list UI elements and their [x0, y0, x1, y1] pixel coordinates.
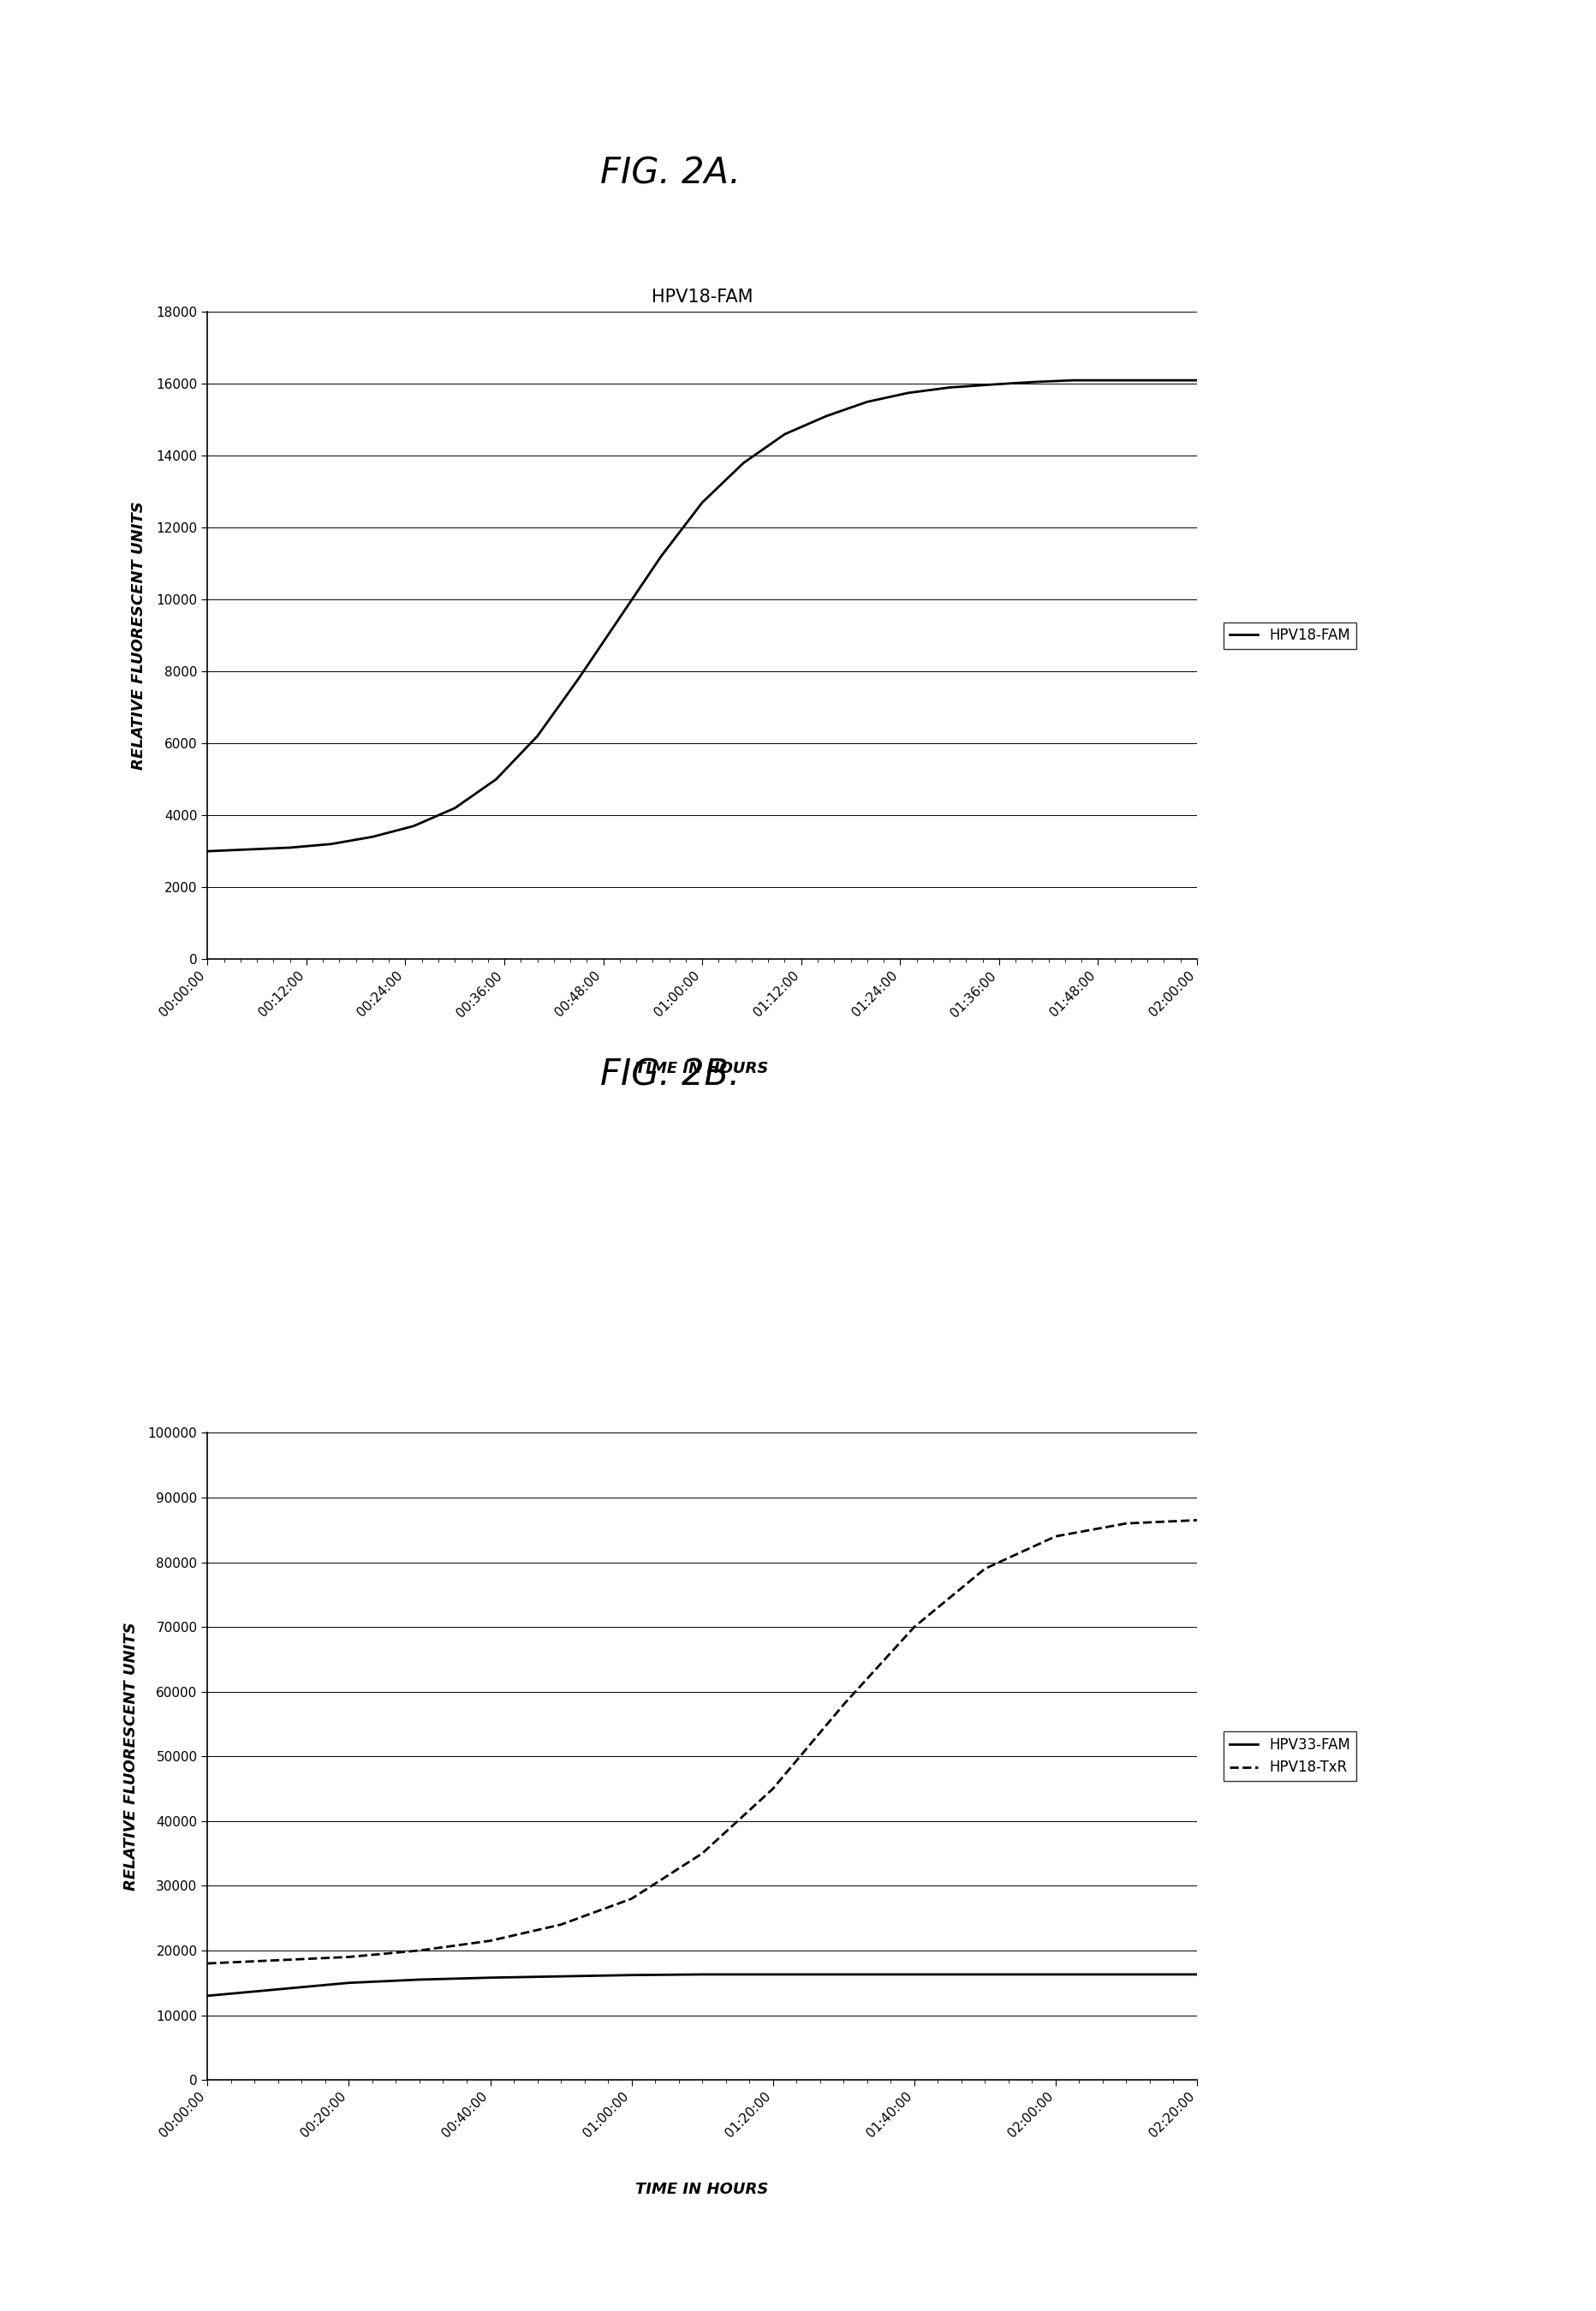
HPV18-TxR: [622, 1886, 642, 1914]
HPV18-FAM: [239, 837, 259, 864]
HPV18-TxR: [410, 1937, 429, 1964]
HPV33-FAM: [340, 1969, 359, 1997]
HPV18-FAM: [1146, 367, 1165, 395]
HPV18-FAM: [198, 837, 217, 864]
Line: HPV18-TxR: HPV18-TxR: [207, 1521, 1197, 1964]
HPV18-FAM: [445, 795, 464, 823]
HPV33-FAM: [198, 1983, 217, 2011]
HPV18-TxR: [480, 1927, 500, 1955]
HPV18-TxR: [835, 1692, 854, 1719]
HPV18-TxR: [905, 1613, 924, 1641]
HPV18-FAM: [528, 723, 547, 751]
HPV33-FAM: [975, 1960, 994, 1987]
Text: FIG. 2B.: FIG. 2B.: [600, 1056, 741, 1093]
HPV18-FAM: [1187, 367, 1207, 395]
HPV18-FAM: [1023, 367, 1042, 395]
HPV18-FAM: [693, 488, 712, 515]
HPV18-TxR: [1045, 1523, 1065, 1551]
Y-axis label: RELATIVE FLUORESCENT UNITS: RELATIVE FLUORESCENT UNITS: [123, 1622, 139, 1890]
HPV33-FAM: [268, 1976, 287, 2004]
HPV33-FAM: [410, 1967, 429, 1994]
HPV33-FAM: [835, 1960, 854, 1987]
HPV33-FAM: [1187, 1960, 1207, 1987]
HPV18-FAM: [857, 388, 876, 416]
HPV18-TxR: [551, 1911, 570, 1939]
Title: HPV18-FAM: HPV18-FAM: [651, 289, 753, 305]
Legend: HPV33-FAM, HPV18-TxR: HPV33-FAM, HPV18-TxR: [1224, 1731, 1357, 1782]
HPV18-TxR: [198, 1950, 217, 1978]
HPV18-FAM: [1104, 367, 1124, 395]
HPV18-FAM: [734, 448, 753, 476]
HPV18-FAM: [817, 402, 836, 430]
HPV33-FAM: [763, 1960, 782, 1987]
HPV18-FAM: [404, 811, 423, 839]
HPV18-TxR: [1117, 1509, 1136, 1537]
Line: HPV33-FAM: HPV33-FAM: [207, 1974, 1197, 1997]
HPV18-TxR: [1187, 1507, 1207, 1535]
Text: FIG. 2A.: FIG. 2A.: [600, 155, 741, 192]
HPV18-FAM: [281, 834, 300, 862]
HPV18-FAM: [570, 666, 589, 693]
HPV18-FAM: [322, 830, 342, 857]
HPV18-FAM: [487, 765, 506, 793]
HPV18-FAM: [610, 603, 629, 631]
HPV33-FAM: [480, 1964, 500, 1992]
HPV18-FAM: [1065, 367, 1084, 395]
HPV33-FAM: [1117, 1960, 1136, 1987]
HPV18-TxR: [340, 1944, 359, 1971]
X-axis label: TIME IN HOURS: TIME IN HOURS: [635, 1061, 769, 1077]
Y-axis label: RELATIVE FLUORESCENT UNITS: RELATIVE FLUORESCENT UNITS: [131, 501, 147, 770]
HPV18-TxR: [268, 1946, 287, 1974]
HPV18-FAM: [362, 823, 381, 850]
HPV33-FAM: [551, 1962, 570, 1990]
HPV18-FAM: [982, 370, 1001, 397]
HPV33-FAM: [622, 1962, 642, 1990]
HPV33-FAM: [905, 1960, 924, 1987]
Line: HPV18-FAM: HPV18-FAM: [207, 381, 1197, 850]
HPV18-TxR: [975, 1555, 994, 1583]
HPV18-TxR: [693, 1840, 712, 1867]
HPV18-FAM: [776, 421, 795, 448]
HPV33-FAM: [693, 1960, 712, 1987]
Legend: HPV18-FAM: HPV18-FAM: [1224, 622, 1357, 649]
HPV18-FAM: [940, 374, 959, 402]
HPV18-FAM: [651, 543, 670, 571]
HPV18-TxR: [763, 1775, 782, 1803]
HPV33-FAM: [1045, 1960, 1065, 1987]
HPV18-FAM: [899, 379, 918, 407]
X-axis label: TIME IN HOURS: TIME IN HOURS: [635, 2182, 769, 2198]
